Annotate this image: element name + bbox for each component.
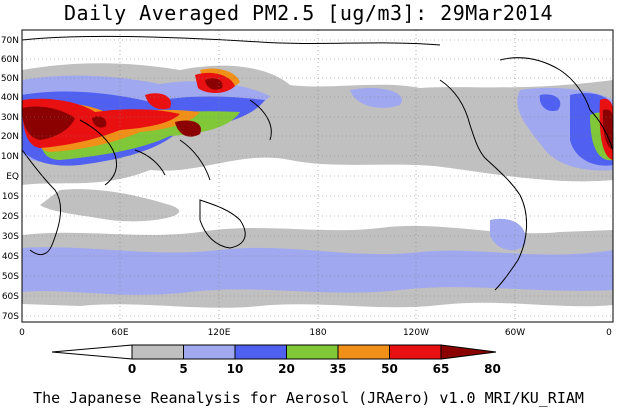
colorbar-level-label: 10 <box>227 362 244 376</box>
band-10-20-southamerica <box>490 218 526 251</box>
lat-label: 60S <box>2 292 19 302</box>
lat-label: 40N <box>1 93 19 103</box>
footer-credit: The Japanese Reanalysis for Aerosol (JRA… <box>33 389 584 407</box>
latitude-axis: 70N 60N 50N 40N 30N 20N 10N EQ 10S 20S 3… <box>1 36 19 322</box>
colorbar-level-label: 20 <box>278 362 295 376</box>
lat-label: 60N <box>1 55 19 65</box>
lat-label: 50S <box>2 272 19 282</box>
colorbar-swatch <box>389 344 442 360</box>
colorbar-swatch <box>337 344 390 360</box>
longitude-axis: 0 60E 120E 180 120W 60W 0 <box>19 328 612 338</box>
lat-label: 20N <box>1 132 19 142</box>
lat-label: 30S <box>2 232 19 242</box>
lon-label: 60E <box>111 328 128 338</box>
colorbar-swatch <box>286 344 339 360</box>
colorbar-swatch <box>183 344 236 360</box>
colorbar-level-label: 0 <box>128 362 136 376</box>
colorbar-level-label: 50 <box>381 362 398 376</box>
band-10-20-southern <box>22 247 613 295</box>
band-80-plus-westafrica <box>602 109 613 150</box>
coastlines <box>22 35 613 291</box>
lon-label: 120E <box>208 328 231 338</box>
lat-label: 40S <box>2 252 19 262</box>
band-10-20-pacific <box>350 87 402 108</box>
band-80-plus-asia <box>92 78 223 137</box>
lon-label: 180 <box>309 328 326 338</box>
map-title: Daily Averaged PM2.5 [ug/m3]: 29Mar2014 <box>63 1 554 25</box>
colorbar-arrow-low <box>51 344 133 360</box>
band-80-plus-sahara <box>22 106 75 140</box>
colorbar-swatch <box>234 344 287 360</box>
lat-label: 30N <box>1 113 19 123</box>
lat-label: EQ <box>6 172 19 182</box>
lat-label: 70N <box>1 36 19 46</box>
lat-label: 10S <box>2 192 19 202</box>
lon-label: 0 <box>606 328 612 338</box>
lat-label: 20S <box>2 212 19 222</box>
map-border <box>21 29 614 323</box>
colorbar: 0 5 10 20 35 50 65 80 <box>51 344 501 376</box>
lat-label: 70S <box>2 312 19 322</box>
band-5-10-tropics <box>40 189 180 222</box>
concentration-field <box>22 30 613 322</box>
band-20-35-namerica <box>539 94 561 112</box>
lat-label: 10N <box>1 152 19 162</box>
colorbar-swatch <box>131 344 184 360</box>
colorbar-level-label: 5 <box>179 362 187 376</box>
colorbar-arrow-high <box>440 344 497 360</box>
lon-label: 120W <box>403 328 429 338</box>
lon-label: 0 <box>19 328 25 338</box>
colorbar-level-label: 65 <box>433 362 450 376</box>
lon-label: 60W <box>505 328 525 338</box>
graticule <box>22 30 613 322</box>
lat-label: 50N <box>1 74 19 84</box>
colorbar-level-label: 80 <box>484 362 501 376</box>
colorbar-level-label: 35 <box>330 362 347 376</box>
